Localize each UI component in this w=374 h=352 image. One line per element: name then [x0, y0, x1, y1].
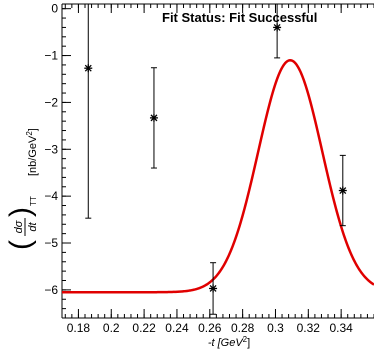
x-tick-label: 0.2 [103, 321, 120, 335]
marker-stroke [84, 64, 92, 72]
x-axis-title: -t [GeV2] [208, 335, 250, 349]
x-tick-label: 0.32 [297, 321, 321, 335]
fit-curve [62, 58, 374, 294]
y-tick-label: −3 [44, 142, 58, 156]
x-tick-label: 0.18 [67, 321, 91, 335]
tick-labels: 0.18 0.2 0.22 0.24 0.26 0.28 0.3 0.32 0.34 0 −1 −2 −… [44, 2, 353, 335]
x-tick-label: 0.28 [231, 321, 255, 335]
x-tick-label: 0.26 [198, 321, 222, 335]
x-axis-title-prefix: -t [GeV [208, 337, 245, 349]
x-axis-title-suffix: ] [247, 337, 250, 349]
data-point [149, 67, 158, 169]
plot-frame [61, 3, 374, 319]
y-axis-units: [nb/GeV2] [25, 128, 39, 176]
y-tick-label: 0 [51, 2, 58, 16]
y-tick-label: −2 [44, 95, 58, 109]
marker-stroke [339, 187, 347, 194]
y-axis-frac-den: dt [27, 221, 39, 231]
y-tick-label: −1 [44, 49, 58, 63]
fit-status-text: Fit Status: Fit Successful [162, 10, 317, 25]
y-tick-label: −5 [44, 236, 58, 250]
x-axis-title-sup: 2 [243, 335, 248, 344]
x-tick-label: 0.22 [132, 321, 156, 335]
x-tick-label: 0.24 [165, 321, 189, 335]
y-axis-paren-right: ) [4, 207, 37, 217]
y-axis-paren-left: ( [4, 240, 37, 250]
fit-curve-layer [62, 58, 374, 294]
data-point [338, 154, 347, 227]
y-axis-units-prefix: [nb/GeV [27, 135, 39, 176]
y-axis-units-sup: 2 [25, 131, 34, 136]
x-tick-label: 0.34 [329, 321, 353, 335]
marker-stroke [273, 23, 281, 31]
y-axis-units-suffix: ] [27, 128, 39, 131]
data-point [84, 4, 93, 219]
y-tick-label: −4 [44, 189, 58, 203]
data-point [209, 262, 218, 315]
x-tick-label: 0.3 [267, 321, 284, 335]
y-tick-label: −6 [44, 283, 58, 297]
y-axis-title: [nb/GeV2] ( dσ dt ) TT [4, 128, 39, 250]
axis-ticks [62, 4, 374, 319]
y-axis-subscript: TT [29, 196, 38, 206]
marker-stroke [150, 114, 158, 122]
marker-stroke [209, 285, 217, 292]
y-axis-frac-num: dσ [13, 220, 25, 233]
data-points-layer [84, 4, 347, 315]
data-point [273, 4, 282, 59]
